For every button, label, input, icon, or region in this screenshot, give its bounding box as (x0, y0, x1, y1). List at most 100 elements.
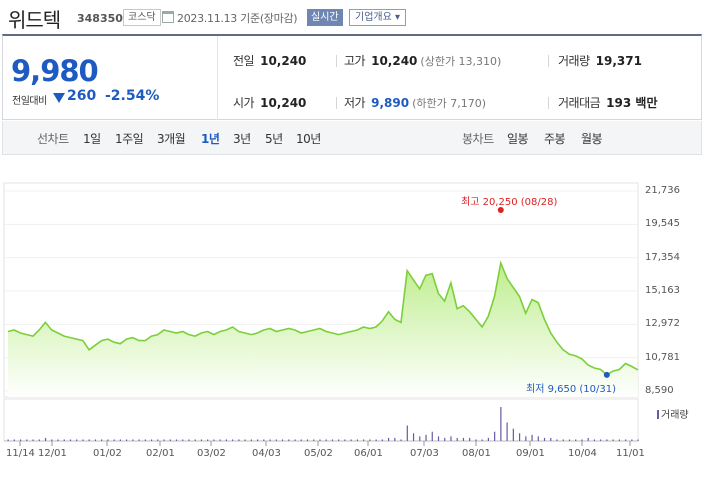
volume-bar (269, 439, 271, 441)
low-marker (603, 371, 610, 378)
prev-close: 전일 10,240 (233, 54, 307, 68)
volume-bar (26, 439, 28, 441)
tab-10y[interactable]: 10년 (296, 132, 321, 146)
volume-bar (562, 439, 564, 441)
tab-monthly-candle[interactable]: 월봉 (581, 132, 603, 146)
tab-3m[interactable]: 3개월 (157, 132, 186, 146)
volume-bar (32, 439, 34, 441)
calendar-icon (162, 11, 174, 23)
volume-bar (238, 439, 240, 441)
y-tick-label: 12,972 (645, 318, 680, 330)
price-line (7, 260, 639, 376)
volume-bar (7, 439, 9, 441)
volume-bar (275, 439, 277, 441)
volume-bar (225, 439, 228, 441)
volume-bar (356, 439, 359, 441)
x-tick-label: 07/03 (410, 448, 439, 459)
volume-bar (294, 439, 296, 441)
y-tick-label: 19,545 (645, 218, 680, 230)
volume-bar (550, 437, 552, 441)
volume-bar (400, 439, 402, 441)
volume-bar (281, 439, 284, 441)
volume-bar (138, 439, 140, 441)
volume-bar (612, 439, 614, 441)
volume: 거래량 19,371 (558, 54, 642, 68)
tab-daily-candle[interactable]: 일봉 (507, 132, 529, 146)
x-tick-label: 04/03 (252, 448, 281, 459)
day-high: 고가 10,240 (상한가 13,310) (344, 54, 502, 68)
volume-bar (182, 439, 184, 441)
volume-bar (200, 439, 203, 441)
volume-bar (331, 439, 334, 441)
volume-bar (381, 439, 383, 441)
volume-bar (469, 437, 471, 441)
volume-bar (369, 439, 371, 441)
volume-bar (487, 437, 489, 441)
volume-bar (618, 439, 620, 441)
stock-code: 348350 (77, 12, 123, 25)
volume-bar (263, 439, 265, 441)
volume-bar (593, 439, 596, 441)
tab-1d[interactable]: 1일 (83, 132, 101, 146)
volume-bar (157, 439, 159, 441)
tab-5y[interactable]: 5년 (265, 132, 283, 146)
tab-3y[interactable]: 3년 (233, 132, 251, 146)
company-overview-dropdown[interactable]: 기업개요 ▾ (349, 9, 406, 26)
x-tick-label: 02/01 (146, 448, 175, 459)
tab-weekly-candle[interactable]: 주봉 (544, 132, 566, 146)
volume-bar (257, 439, 259, 441)
volume-bar (119, 439, 121, 441)
volume-bar (300, 439, 302, 441)
volume-bar (132, 439, 134, 441)
volume-bar (13, 439, 15, 441)
open-price: 시가 10,240 (233, 96, 307, 110)
volume-bar (606, 439, 608, 441)
volume-bar (568, 439, 571, 441)
volume-bar (288, 439, 290, 441)
volume-bar (537, 436, 539, 441)
base-date: 2023.11.13 기준(장마감) (177, 12, 298, 25)
volume-bar (625, 439, 627, 441)
volume-bar (475, 439, 477, 441)
volume-bar (575, 439, 577, 441)
y-tick-label: 17,354 (645, 251, 680, 263)
volume-bar (456, 437, 458, 441)
volume-bar (631, 439, 633, 441)
volume-bar (38, 439, 40, 441)
volume-bar (444, 437, 446, 441)
volume-bar (387, 437, 390, 441)
volume-bar (175, 439, 178, 441)
volume-bar (51, 439, 53, 441)
x-tick-label: 06/01 (354, 448, 383, 459)
tab-1y[interactable]: 1년 (201, 132, 220, 146)
volume-bar (325, 439, 327, 441)
volume-bar (313, 439, 315, 441)
volume-bar (69, 439, 72, 441)
volume-bar (363, 439, 365, 441)
volume-bar (213, 439, 215, 441)
volume-bar (219, 439, 221, 441)
y-tick-label: 8,590 (645, 385, 674, 396)
volume-bar (600, 439, 602, 441)
x-tick-label: 12/01 (38, 448, 67, 459)
realtime-button[interactable]: 실시간 (307, 9, 343, 26)
day-low: 저가 9,890 (하한가 7,170) (344, 96, 486, 110)
quote-panel: 9,980 전일대비 260 -2.54% 전일 10,240 고가 10,240(… (2, 34, 702, 120)
low-annotation: 최저 9,650 (10/31) (526, 384, 617, 395)
trade-amount: 거래대금 193 백만 (558, 96, 658, 110)
volume-bar (76, 439, 78, 441)
volume-bar (63, 439, 65, 441)
x-tick-label: 01/02 (93, 448, 122, 459)
volume-bar (437, 436, 440, 441)
y-tick-label: 21,736 (645, 185, 680, 196)
volume-bar (500, 407, 502, 441)
volume-bar (150, 439, 153, 441)
volume-bar (350, 439, 352, 441)
tab-1w[interactable]: 1주일 (115, 132, 144, 146)
volume-bar (44, 437, 47, 441)
x-tick-label: 11/01 (616, 448, 645, 459)
volume-bar (637, 439, 639, 441)
volume-bar (406, 425, 408, 441)
volume-bar (163, 439, 165, 441)
volume-bar (244, 439, 246, 441)
